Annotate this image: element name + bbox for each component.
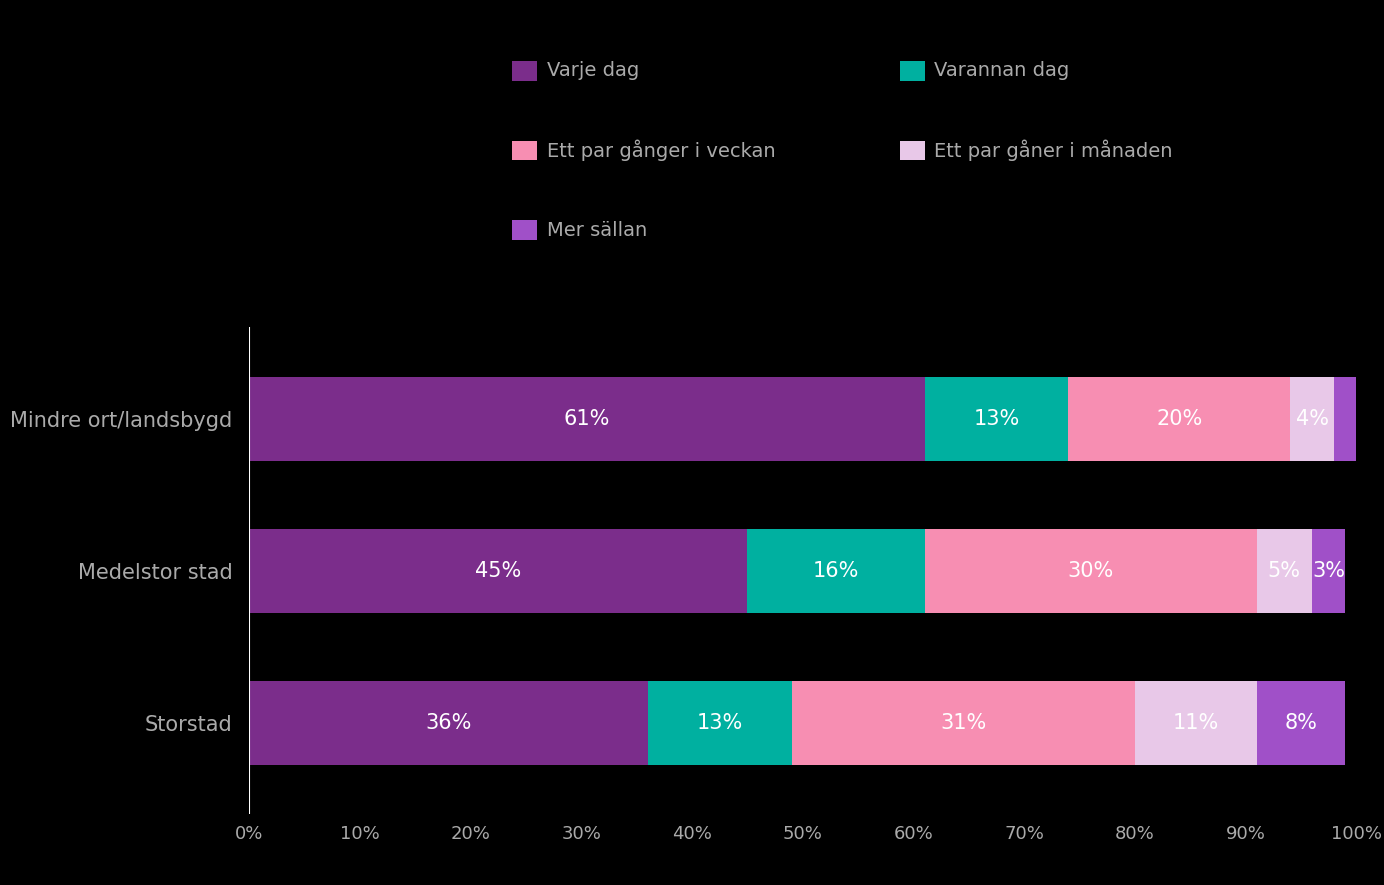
Text: 45%: 45% [475, 561, 522, 581]
Bar [1334, 377, 1356, 460]
Text: 3%: 3% [1312, 561, 1345, 581]
Bar [1312, 529, 1345, 612]
Text: 36%: 36% [425, 713, 472, 733]
Text: 13%: 13% [973, 409, 1020, 428]
Text: Ett par gånger i veckan: Ett par gånger i veckan [547, 140, 775, 161]
Text: 30%: 30% [1067, 561, 1114, 581]
Text: 11%: 11% [1172, 713, 1219, 733]
Bar [249, 529, 747, 612]
Bar [249, 377, 925, 460]
Bar [1068, 377, 1290, 460]
Bar [1257, 529, 1312, 612]
Text: 20%: 20% [1156, 409, 1203, 428]
Bar [648, 681, 792, 765]
Text: 8%: 8% [1284, 713, 1318, 733]
Text: Varje dag: Varje dag [547, 61, 639, 81]
Bar [1290, 377, 1334, 460]
Text: 61%: 61% [563, 409, 610, 428]
Bar [792, 681, 1135, 765]
Bar [1135, 681, 1257, 765]
Text: Varannan dag: Varannan dag [934, 61, 1070, 81]
Text: 4%: 4% [1295, 409, 1329, 428]
Text: Mer sällan: Mer sällan [547, 220, 646, 240]
Bar [747, 529, 925, 612]
Text: 31%: 31% [940, 713, 987, 733]
Bar [249, 681, 648, 765]
Bar [925, 377, 1068, 460]
Text: 16%: 16% [812, 561, 859, 581]
Text: 5%: 5% [1268, 561, 1301, 581]
Text: 13%: 13% [696, 713, 743, 733]
Text: Ett par gåner i månaden: Ett par gåner i månaden [934, 140, 1172, 161]
Bar [925, 529, 1257, 612]
Bar [1257, 681, 1345, 765]
